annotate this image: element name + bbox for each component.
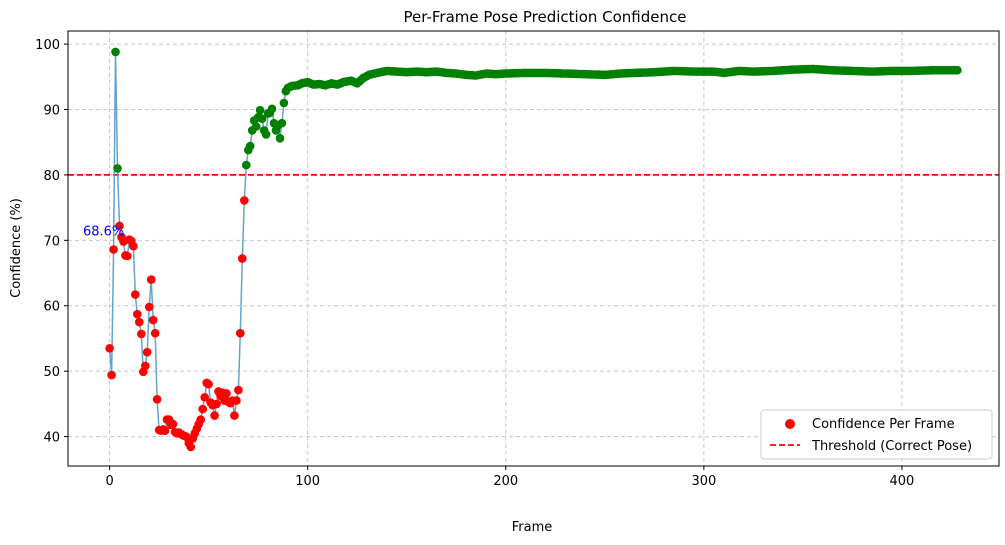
- data-point: [135, 317, 144, 327]
- legend-marker-confidence: [785, 419, 795, 429]
- chart-title: Per-Frame Pose Prediction Confidence: [404, 8, 687, 26]
- data-point: [277, 118, 287, 128]
- x-axis-label: Frame: [512, 520, 553, 535]
- data-point: [111, 47, 120, 57]
- series-layer: [105, 47, 962, 452]
- data-point: [255, 105, 265, 115]
- data-point: [144, 302, 154, 312]
- x-tick-label: 0: [105, 474, 113, 489]
- data-point: [234, 385, 243, 395]
- legend-label-confidence: Confidence Per Frame: [812, 417, 955, 432]
- y-tick-label: 100: [35, 38, 60, 53]
- y-tick-label: 50: [43, 365, 60, 380]
- data-point: [236, 328, 245, 338]
- data-point: [953, 65, 962, 75]
- data-point: [210, 411, 219, 420]
- data-point: [186, 442, 196, 452]
- data-point: [137, 329, 146, 339]
- legend-box: [760, 409, 993, 460]
- legend-label-threshold: Threshold (Correct Pose): [811, 439, 972, 454]
- data-point: [107, 370, 116, 380]
- data-point: [242, 160, 251, 170]
- data-point: [275, 134, 285, 143]
- data-point: [105, 344, 114, 353]
- x-tick-label: 100: [295, 474, 320, 489]
- data-point: [261, 130, 271, 139]
- y-axis-ticks: 40 50 60 70 80 90 100: [35, 38, 68, 446]
- y-tick-label: 90: [43, 103, 60, 118]
- data-point: [141, 361, 150, 371]
- data-point: [152, 395, 162, 404]
- first-value-annotation: 68.6%: [83, 224, 124, 239]
- x-tick-label: 400: [890, 474, 915, 489]
- data-point: [251, 122, 261, 131]
- data-point: [115, 221, 124, 231]
- y-tick-label: 70: [43, 234, 60, 249]
- data-point: [212, 399, 221, 409]
- legend: Confidence Per Frame Threshold (Correct …: [760, 409, 993, 460]
- data-point: [230, 411, 239, 420]
- data-point: [240, 196, 249, 205]
- data-point: [279, 98, 289, 108]
- data-point: [131, 290, 140, 299]
- data-point: [150, 328, 160, 338]
- data-point: [200, 393, 209, 402]
- y-axis-label: Confidence (%): [9, 198, 24, 298]
- data-point: [142, 347, 152, 357]
- data-point: [113, 164, 122, 173]
- data-point: [238, 254, 247, 263]
- data-point: [129, 241, 138, 251]
- data-point: [222, 389, 231, 398]
- data-point: [204, 379, 213, 389]
- data-point: [168, 419, 178, 429]
- plot-frame: [67, 30, 1000, 467]
- data-point: [146, 275, 156, 284]
- data-point: [245, 141, 255, 151]
- data-point: [123, 251, 132, 261]
- y-tick-label: 80: [43, 169, 60, 184]
- data-point: [109, 245, 118, 254]
- data-point: [160, 426, 170, 436]
- data-point: [198, 404, 207, 414]
- x-tick-label: 200: [493, 474, 518, 489]
- x-tick-label: 300: [691, 474, 716, 489]
- y-tick-label: 40: [43, 431, 60, 446]
- y-tick-label: 60: [43, 300, 60, 315]
- data-point: [133, 309, 142, 319]
- data-point: [196, 415, 205, 424]
- x-axis-ticks: 0 100 200 300 400: [105, 466, 914, 489]
- data-point: [232, 396, 241, 405]
- data-point: [257, 114, 267, 123]
- data-point: [148, 315, 158, 325]
- data-point: [267, 104, 277, 114]
